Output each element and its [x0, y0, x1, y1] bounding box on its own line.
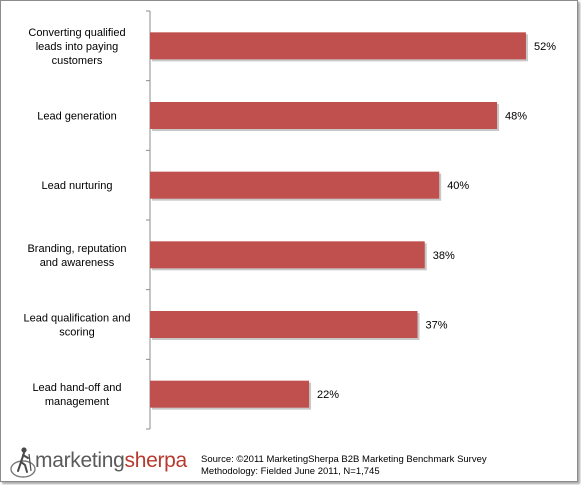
footer: marketingsherpa Source: ©2011 MarketingS… — [5, 437, 575, 481]
source-note: Source: ©2011 MarketingSherpa B2B Market… — [201, 454, 487, 478]
category-label: Branding, reputation and awareness — [27, 243, 126, 269]
bar — [150, 241, 425, 269]
bar — [150, 32, 526, 60]
bar — [150, 311, 418, 338]
data-label: 52% — [534, 41, 556, 53]
source-line: Source: ©2011 MarketingSherpa B2B Market… — [201, 454, 487, 465]
data-label: 38% — [433, 250, 455, 262]
data-label: 48% — [505, 111, 527, 123]
data-label: 40% — [447, 180, 469, 192]
logo-text-sherpa: sherpa — [124, 449, 188, 472]
category-label: Lead nurturing — [42, 180, 113, 192]
bar-chart: 52% Converting qualified leads into paying… — [23, 10, 556, 430]
logo-text-marketing: marketing — [35, 449, 125, 472]
bar — [150, 102, 498, 129]
bar — [150, 171, 440, 199]
category-label: Converting qualified leads into paying cus… — [28, 27, 125, 67]
data-label: 37% — [426, 320, 448, 332]
bar — [150, 380, 310, 408]
category-label: Lead generation — [37, 111, 117, 123]
sherpa-figure-icon — [10, 447, 36, 478]
data-label: 22% — [317, 389, 339, 401]
methodology-line: Methodology: Fielded June 2011, N=1,745 — [201, 466, 380, 477]
marketingsherpa-logo: marketingsherpa — [35, 449, 187, 473]
category-label: Lead hand-off and management — [32, 382, 121, 408]
category-label: Lead qualification and scoring — [23, 313, 130, 339]
